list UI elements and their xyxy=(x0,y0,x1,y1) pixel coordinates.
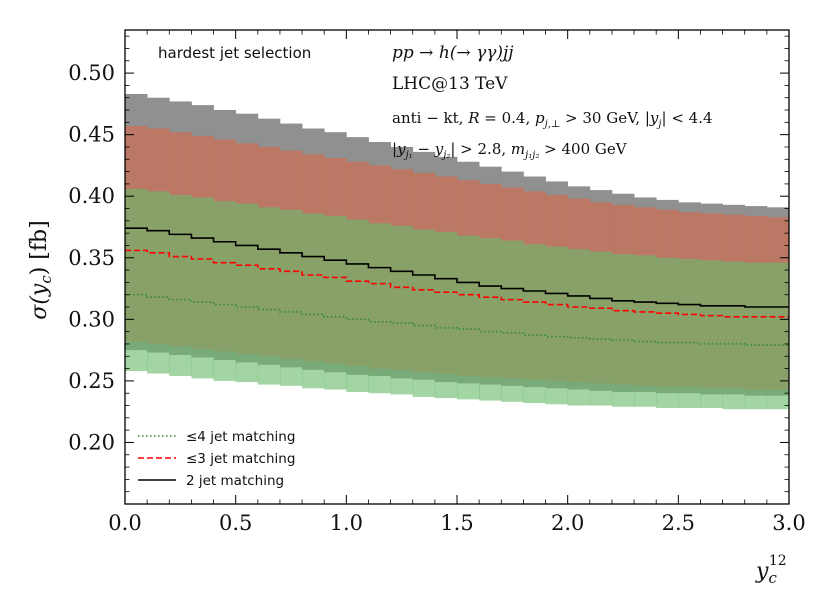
band-4jet-bin-28 xyxy=(744,262,768,410)
band-4jet-bin-17 xyxy=(501,240,524,402)
band-4jet-bin-29 xyxy=(766,262,789,410)
band-4jet-bin-7 xyxy=(279,209,303,386)
band-4jet-bin-11 xyxy=(368,223,391,394)
axis-ticks: 0.0 0.5 1.0 1.5 2.0 2.5 3.0 0.20 0.25 0.30 0.35 0.4… xyxy=(68,30,806,535)
band-4jet-bin-24 xyxy=(656,257,679,408)
band-4jet-bin-23 xyxy=(634,255,657,407)
x-tick-label-6: 3.0 xyxy=(772,511,805,535)
y-tick-label-6: 0.50 xyxy=(68,61,115,85)
x-tick-label-3: 1.5 xyxy=(440,511,473,535)
x-tick-label-0: 0.0 xyxy=(108,511,141,535)
band-4jet-bin-1 xyxy=(147,191,170,374)
annotation-selection: hardest jet selection xyxy=(158,44,311,62)
uncertainty-bands xyxy=(125,94,789,410)
y-tick-label-1: 0.25 xyxy=(68,369,115,393)
x-tick-label-2: 1.0 xyxy=(330,511,363,535)
band-4jet-bin-14 xyxy=(434,231,458,399)
x-tick-label-1: 0.5 xyxy=(219,511,252,535)
legend-label-2jet: 2 jet matching xyxy=(186,473,284,489)
band-4jet-bin-25 xyxy=(678,258,701,408)
band-4jet-bin-26 xyxy=(700,260,723,408)
band-4jet-bin-19 xyxy=(545,246,569,405)
band-4jet-bin-15 xyxy=(457,235,480,400)
band-4jet-bin-16 xyxy=(479,238,502,401)
band-4jet-bin-18 xyxy=(523,244,546,404)
band-4jet-bin-10 xyxy=(346,219,369,392)
line-3jet xyxy=(125,249,789,318)
line-4jet xyxy=(125,293,789,346)
x-tick-label-5: 2.5 xyxy=(662,511,695,535)
band-4jet-bin-8 xyxy=(302,213,325,389)
y-tick-label-3: 0.35 xyxy=(68,246,115,270)
legend-label-3jet: ≤3 jet matching xyxy=(186,451,295,467)
y-tick-label-5: 0.45 xyxy=(68,123,115,147)
band-4jet-bin-12 xyxy=(390,225,414,395)
band-4jet-bin-2 xyxy=(169,194,192,376)
annotation-cuts1: anti − kt, R = 0.4, pj,⊥ > 30 GeV, |yj| … xyxy=(392,109,713,130)
legend-label-4jet: ≤4 jet matching xyxy=(186,429,295,445)
annotation-process: pp → h(→ γγ)jj xyxy=(392,43,514,63)
band-4jet-bin-21 xyxy=(589,251,613,406)
central-lines xyxy=(125,227,789,346)
plot-frame xyxy=(124,29,790,505)
line-2jet xyxy=(125,227,789,308)
band-4jet-bin-3 xyxy=(191,197,214,379)
x-tick-label-4: 2.0 xyxy=(551,511,584,535)
annotation-collider: LHC@13 TeV xyxy=(392,74,508,94)
y-axis-label: σ(yc) [fb] xyxy=(27,220,55,319)
annotation-cuts2: |yj₁ − yj₂| > 2.8, mj₁j₂ > 400 GeV xyxy=(392,140,628,161)
legend: ≤4 jet matching ≤3 jet matching 2 jet ma… xyxy=(138,429,295,489)
y-tick-label-2: 0.30 xyxy=(68,307,115,331)
band-4jet-bin-6 xyxy=(257,207,281,385)
band-4jet-bin-27 xyxy=(722,261,746,410)
band-4jet-bin-0 xyxy=(125,188,148,372)
band-4jet-bin-5 xyxy=(235,203,259,383)
y-tick-label-4: 0.40 xyxy=(68,184,115,208)
band-4jet-bin-9 xyxy=(324,215,347,390)
band-4jet-bin-13 xyxy=(412,229,436,397)
y-tick-label-0: 0.20 xyxy=(68,430,115,454)
band-4jet-bin-22 xyxy=(611,254,635,407)
band-4jet-bin-20 xyxy=(567,249,591,406)
band-4jet-bin-4 xyxy=(213,201,237,381)
